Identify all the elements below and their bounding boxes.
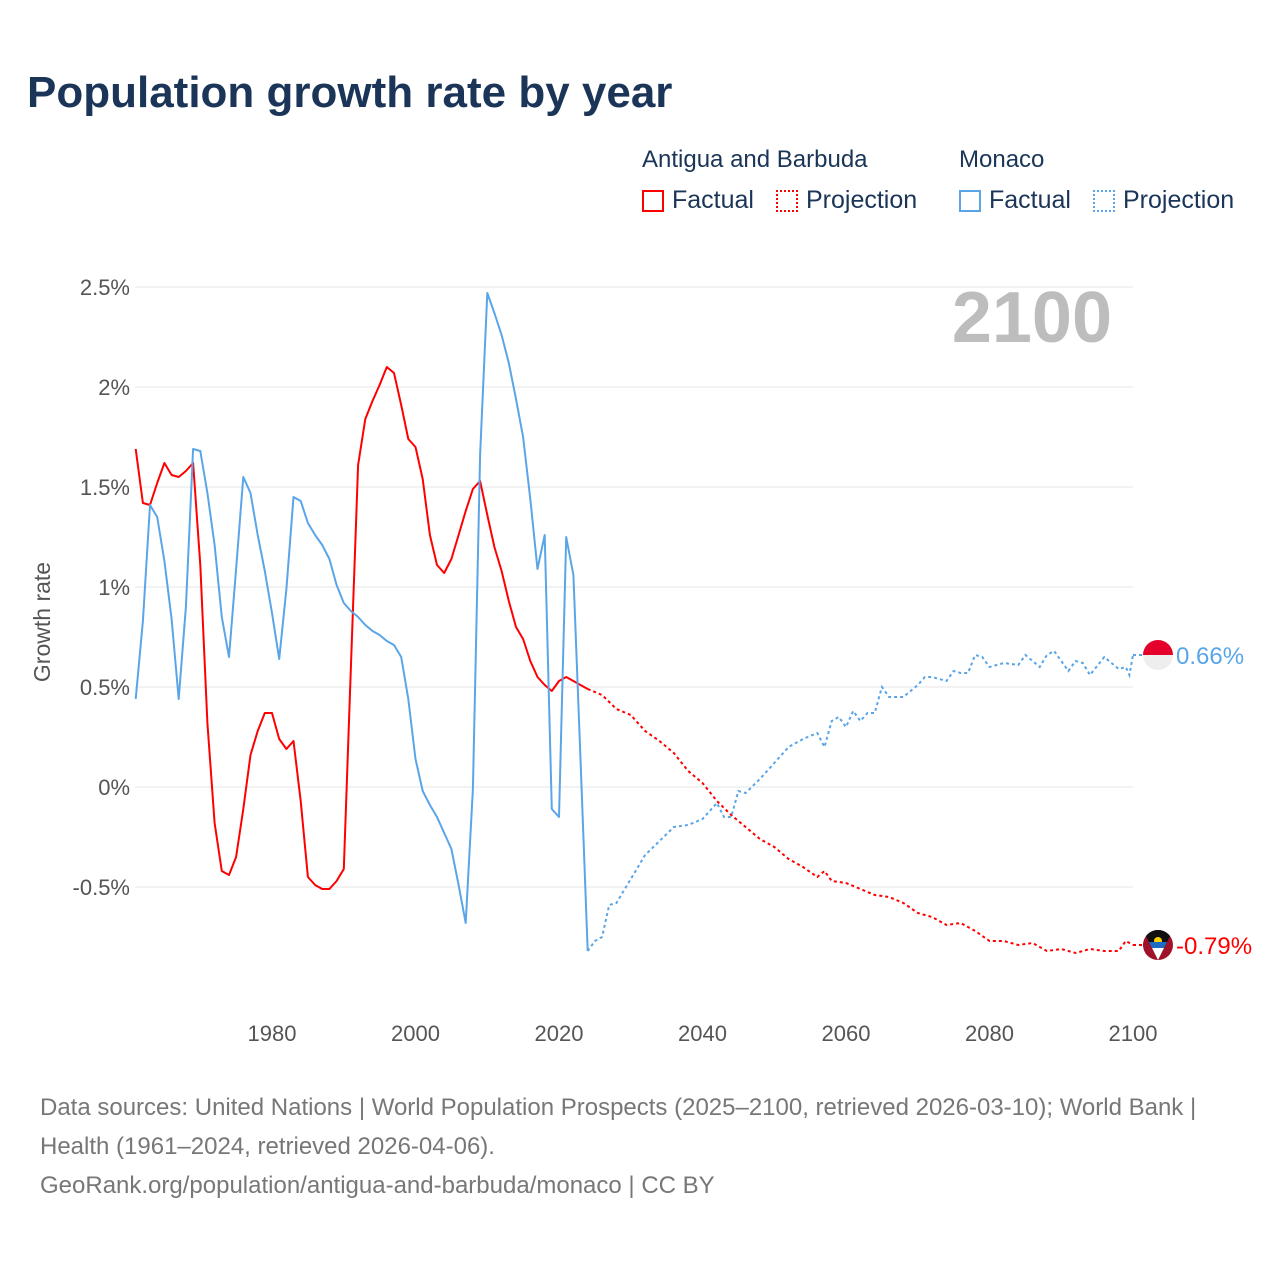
monaco-end-label: 0.66% <box>1176 643 1244 670</box>
y-axis-label: Growth rate <box>29 562 55 682</box>
x-tick-label: 1980 <box>248 1021 297 1046</box>
antigua-end-label: -0.79% <box>1176 933 1252 960</box>
x-tick-label: 2000 <box>391 1021 440 1046</box>
legend-antigua-factual[interactable]: Factual <box>642 186 754 215</box>
y-tick-label: 2% <box>98 375 130 400</box>
data-sources: Data sources: United Nations | World Pop… <box>40 1094 1197 1160</box>
legend-antigua-projection[interactable]: Projection <box>776 186 917 215</box>
legend-swatch-dotted-icon <box>776 189 798 212</box>
legend-label: Factual <box>672 186 754 214</box>
legend-group-monaco: Monaco <box>959 146 1045 173</box>
legend-swatch-solid-icon <box>959 189 981 212</box>
year-watermark: 2100 <box>952 278 1112 358</box>
y-tick-label: 1% <box>98 575 130 600</box>
x-tick-label: 2060 <box>822 1021 871 1046</box>
y-tick-label: 2.5% <box>80 275 130 300</box>
y-tick-label: 0% <box>98 775 130 800</box>
x-tick-label: 2020 <box>535 1021 584 1046</box>
legend-swatch-dotted-icon <box>1093 189 1115 212</box>
chart-title: Population growth rate by year <box>27 68 673 117</box>
x-tick-label: 2040 <box>678 1021 727 1046</box>
line-chart: 2.5% 2% 1.5% 1% 0.5% 0% -0.5% 1980 2000 2020 2040 2… <box>29 275 1252 1046</box>
legend-group-antigua: Antigua and Barbuda <box>642 146 868 173</box>
antigua-factual-line <box>134 366 589 890</box>
x-tick-label: 2100 <box>1109 1021 1158 1046</box>
monaco-flag-icon <box>1143 640 1173 670</box>
monaco-factual-line <box>134 292 589 952</box>
legend-monaco-factual[interactable]: Factual <box>959 186 1071 215</box>
footer: Data sources: United Nations | World Pop… <box>40 1088 1240 1205</box>
legend-label: Factual <box>989 186 1071 214</box>
legend-swatch-solid-icon <box>642 189 664 212</box>
legend-label: Projection <box>1123 186 1235 214</box>
legend-monaco-projection[interactable]: Projection <box>1093 186 1234 215</box>
source-link[interactable]: GeoRank.org/population/antigua-and-barbu… <box>40 1172 715 1199</box>
legend-label: Projection <box>806 186 918 214</box>
y-tick-label: 0.5% <box>80 675 130 700</box>
y-tick-label: 1.5% <box>80 475 130 500</box>
antigua-flag-icon <box>1143 930 1173 960</box>
y-tick-label: -0.5% <box>73 875 130 900</box>
x-tick-label: 2080 <box>965 1021 1014 1046</box>
antigua-projection-line <box>587 688 1134 955</box>
monaco-projection-line <box>586 649 1134 952</box>
